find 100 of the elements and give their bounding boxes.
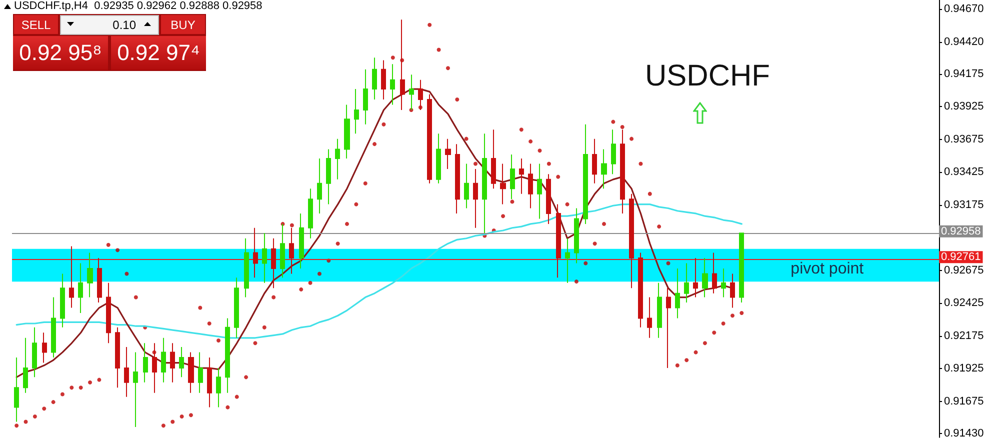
candlestick <box>326 148 331 205</box>
y-tick-label: 0.93425 <box>944 166 984 178</box>
candlestick <box>537 163 542 220</box>
candlestick <box>592 138 597 184</box>
candlestick <box>445 138 451 170</box>
candlestick <box>280 223 285 278</box>
candlestick <box>381 60 386 100</box>
candlestick <box>78 262 83 314</box>
candlestick <box>721 268 726 298</box>
y-tick-label: 0.92425 <box>944 297 984 310</box>
candlestick <box>335 138 340 180</box>
text: USDCHF <box>645 60 770 92</box>
candlestick <box>354 88 359 134</box>
candlestick <box>574 208 579 264</box>
candlestick <box>657 282 662 338</box>
candlestick <box>23 337 28 394</box>
candlestick <box>390 64 395 106</box>
candlestick <box>473 168 478 228</box>
annotation: 0.10 <box>112 17 136 34</box>
annotation: BUY <box>161 15 205 34</box>
annotation: USDCHF.tp,H4 0.92935 0.92962 0.92888 0.92958 <box>14 0 262 12</box>
y-tick-label: 0.92175 <box>944 330 984 342</box>
candlestick <box>519 158 524 194</box>
candlestick <box>583 124 588 224</box>
candlestick <box>207 357 212 408</box>
candlestick <box>51 296 56 358</box>
annotation: 0.92 95⁸ <box>13 36 108 70</box>
y-tick-label: 0.93925 <box>944 100 984 113</box>
candlestick <box>455 144 460 214</box>
y-tick-label: 0.93175 <box>944 198 984 211</box>
candlestick <box>234 277 239 338</box>
candlestick <box>161 337 166 383</box>
ref-line-label: 0.92958 <box>941 225 981 238</box>
candlestick <box>225 318 230 394</box>
line-series <box>16 204 742 339</box>
candlestick <box>500 163 506 205</box>
y-tick-label: 0.94420 <box>944 36 984 48</box>
candlestick <box>188 352 194 394</box>
candlestick <box>244 238 249 298</box>
candlestick <box>32 326 37 378</box>
candlestick <box>546 174 551 224</box>
candlestick <box>271 238 276 289</box>
candlestick <box>647 296 652 338</box>
candlestick <box>143 342 148 383</box>
y-tick-label: 0.91925 <box>944 362 984 375</box>
candlestick <box>730 273 735 308</box>
candlestick <box>620 129 625 214</box>
candlestick <box>42 332 47 364</box>
candlestick <box>133 352 138 428</box>
candlestick <box>253 227 258 278</box>
candlestick <box>262 232 267 284</box>
candlestick <box>712 252 717 294</box>
candlestick <box>601 148 607 190</box>
candlestick <box>97 258 102 304</box>
y-tick-label: 0.91430 <box>944 428 984 439</box>
candlestick <box>436 133 441 184</box>
candlestick <box>684 262 689 304</box>
candlestick <box>179 346 184 378</box>
candlestick <box>344 104 350 159</box>
y-tick-label: 0.93675 <box>944 133 984 146</box>
candlestick <box>491 129 496 190</box>
candlestick <box>611 129 616 175</box>
candlestick <box>510 154 515 200</box>
candlestick <box>87 252 93 298</box>
candlestick <box>124 346 129 398</box>
candlestick <box>115 326 120 388</box>
candlestick <box>675 268 680 319</box>
y-tick-label: 0.92675 <box>944 264 984 276</box>
y-tick-label: 0.91675 <box>944 395 984 408</box>
candlestick <box>106 282 111 344</box>
ref-line-label: 0.92761 <box>941 251 981 264</box>
candlestick <box>216 368 221 408</box>
annotation: 0.92 97⁴ <box>111 36 206 70</box>
candlestick <box>464 163 469 209</box>
candlestick <box>170 342 175 383</box>
y-tick-label: 0.94670 <box>944 3 984 16</box>
candlestick <box>299 212 304 269</box>
candlestick <box>629 193 634 289</box>
y-tick-label: 0.94175 <box>944 68 984 80</box>
candlestick <box>363 68 368 125</box>
candlestick <box>666 288 671 369</box>
candlestick <box>556 204 561 278</box>
candlestick <box>372 57 377 100</box>
candlestick <box>638 252 643 328</box>
candlestick <box>317 158 322 214</box>
annotation: SELL <box>14 15 58 34</box>
candlestick <box>69 246 74 308</box>
candlestick <box>60 273 65 328</box>
candlestick <box>702 258 708 298</box>
candlestick <box>289 227 294 274</box>
candlestick <box>427 94 432 184</box>
candlestick <box>482 133 487 234</box>
candlestick <box>198 352 203 394</box>
candlestick <box>528 163 533 209</box>
band-label: pivot point <box>790 260 864 278</box>
candlestick <box>308 188 313 239</box>
candlestick <box>693 258 698 298</box>
candlestick <box>565 238 570 284</box>
candlestick <box>739 232 744 304</box>
candlestick <box>14 357 19 422</box>
